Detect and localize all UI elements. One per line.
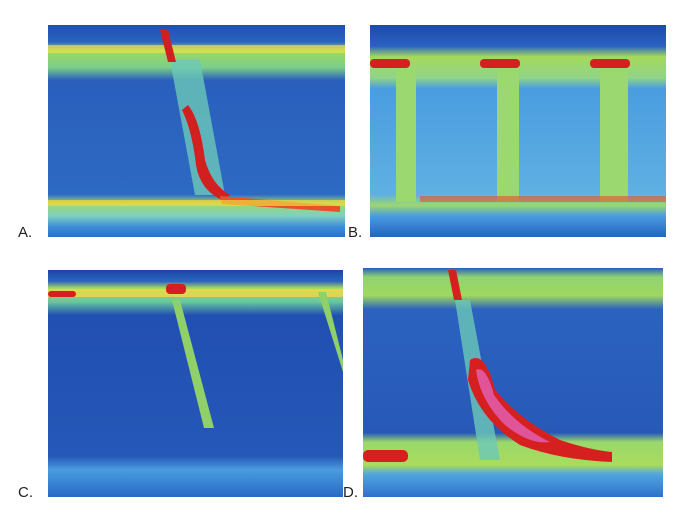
panel-d: D. (343, 268, 663, 501)
panel-b: B. (348, 25, 666, 241)
panel-label: C. (18, 484, 33, 501)
panel-c: C. (18, 270, 343, 501)
panel-label: A. (18, 224, 32, 241)
panel-label: D. (343, 484, 358, 501)
panel-a: A. (18, 25, 345, 241)
panel-label: B. (348, 224, 362, 241)
